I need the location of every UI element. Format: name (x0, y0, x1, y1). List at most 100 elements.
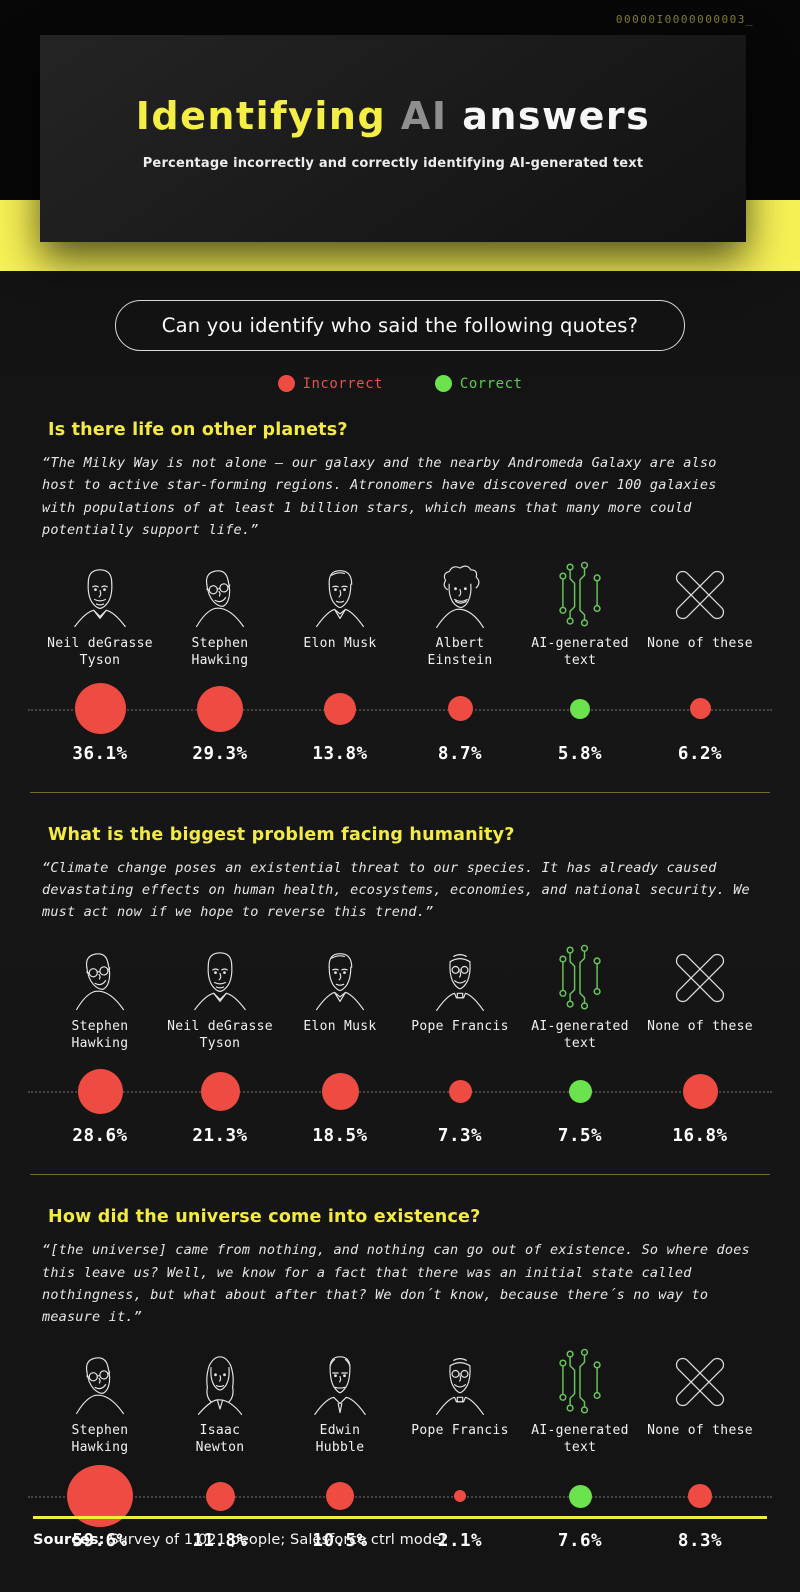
incorrect-bubble (74, 683, 126, 735)
option-neil-degrasse-tyson: Neil deGrasse Tyson (160, 938, 280, 1053)
incorrect-bubble (688, 1484, 712, 1509)
values-row: 59.6% 11.8% 10.5% 2.1% 7.6% 8.3% (40, 1527, 760, 1551)
percentage-value: 7.3% (437, 1126, 483, 1147)
incorrect-dot-icon (277, 375, 295, 392)
option-label: Pope Francis (411, 1423, 509, 1439)
main-content: Can you identify who said the following … (0, 300, 800, 1551)
option-label: None of these (647, 1423, 753, 1439)
option-pope-francis: Pope Francis (400, 1342, 520, 1457)
portrait-isaac-newton (184, 1342, 256, 1418)
percentage-value: 29.3% (192, 743, 248, 764)
portrait-stephen-hawking (64, 938, 136, 1014)
portrait-elon-musk (304, 555, 376, 631)
portrait-albert-einstein (424, 555, 496, 631)
options-row: Stephen Hawking Neil deGrasse Tyson Elon M… (40, 938, 760, 1053)
percentage-value: 21.3% (192, 1126, 248, 1147)
footer-divider (33, 1516, 767, 1519)
legend-correct-label: Correct (459, 375, 523, 392)
binary-decoration: 00000I0000000003_ (615, 13, 754, 26)
option-elon-musk: Elon Musk (280, 938, 400, 1053)
option-none-of-these: None of these (640, 1342, 760, 1457)
question-quote: “Climate change poses an existential thr… (42, 859, 750, 921)
question-heading: How did the universe come into existence… (48, 1207, 481, 1228)
dotted-axis-line (28, 1496, 772, 1499)
option-none-of-these: None of these (640, 938, 760, 1053)
percentage-value: 18.5% (312, 1126, 368, 1147)
question-heading: What is the biggest problem facing human… (48, 824, 515, 845)
option-label: None of these (647, 636, 753, 652)
option-label: Elon Musk (303, 636, 377, 652)
portrait-neil-degrasse-tyson (64, 555, 136, 631)
option-edwin-hubble: Edwin Hubble (280, 1342, 400, 1457)
question-section: Is there life on other planets? “The Mil… (0, 420, 800, 764)
percentage-value: 8.3% (677, 1531, 723, 1552)
option-label: Albert Einstein (427, 636, 493, 668)
sources-value: Survey of 1,021 people; Salesforce ctrl … (104, 1532, 446, 1548)
question-quote: “The Milky Way is not alone – our galaxy… (42, 455, 717, 538)
portrait-pope-francis (424, 938, 496, 1014)
correct-bubble (568, 1484, 592, 1508)
option-label: Pope Francis (411, 1018, 509, 1034)
portrait-edwin-hubble (304, 1342, 376, 1418)
sources-text: Sources: Survey of 1,021 people; Salesfo… (33, 1532, 767, 1548)
option-albert-einstein: Albert Einstein (400, 555, 520, 670)
option-stephen-hawking: Stephen Hawking (40, 938, 160, 1053)
dotted-axis-line (28, 708, 772, 711)
title-word-identifying: Identifying (135, 94, 387, 138)
bubble-row (28, 678, 772, 740)
incorrect-bubble (324, 692, 356, 725)
option-label: AI-generated text (531, 1423, 629, 1456)
question-sections: Is there life on other planets? “The Mil… (0, 420, 800, 1551)
sources-label: Sources: (33, 1532, 105, 1548)
option-label: Edwin Hubble (315, 1423, 365, 1456)
none-x-icon (664, 555, 736, 631)
percentage-value: 6.2% (677, 743, 723, 764)
legend: Incorrect Correct (0, 375, 800, 392)
option-label: Isaac Newton (195, 1423, 245, 1456)
option-label: None of these (647, 1018, 753, 1034)
page-title: Identifying AI answers (40, 97, 746, 135)
option-neil-degrasse-tyson: Neil deGrasse Tyson (40, 555, 160, 670)
percentage-value: 10.5% (312, 1531, 368, 1552)
ai-circuit-icon (544, 555, 616, 631)
option-isaac-newton: Isaac Newton (160, 1342, 280, 1457)
values-row: 28.6% 21.3% 18.5% 7.3% 7.5% 16.8% (40, 1122, 760, 1146)
correct-dot-icon (434, 375, 452, 392)
correct-bubble (570, 698, 590, 719)
percentage-value: 36.1% (72, 743, 128, 764)
question-quote: “[the universe] came from nothing, and n… (42, 1242, 750, 1326)
options-row: Neil deGrasse Tyson Stephen Hawking Elon M… (40, 555, 760, 670)
option-label: Neil deGrasse Tyson (167, 1018, 273, 1051)
title-word-answers: answers (462, 94, 651, 138)
incorrect-bubble (197, 685, 243, 732)
portrait-stephen-hawking (64, 1342, 136, 1418)
hero-header: 00000I0000000003_ Identifying AI answers… (0, 0, 800, 271)
option-label: AI-generated text (531, 1018, 629, 1051)
incorrect-bubble (448, 1079, 472, 1103)
percentage-value: 8.7% (437, 743, 483, 764)
ai-circuit-icon (544, 938, 616, 1014)
percentage-value: 16.8% (672, 1126, 728, 1147)
option-elon-musk: Elon Musk (280, 555, 400, 670)
ai-circuit-icon (544, 1342, 616, 1418)
incorrect-bubble (689, 698, 711, 720)
question-heading: Is there life on other planets? (48, 420, 348, 440)
portrait-stephen-hawking (184, 555, 256, 631)
option-ai-generated-text: AI-generated text (520, 1342, 640, 1457)
values-row: 36.1% 29.3% 13.8% 8.7% 5.8% 6.2% (40, 740, 760, 764)
option-none-of-these: None of these (640, 555, 760, 670)
question-section: What is the biggest problem facing human… (0, 824, 800, 1146)
legend-incorrect-label: Incorrect (302, 375, 383, 392)
incorrect-bubble (200, 1071, 240, 1111)
incorrect-bubble (77, 1068, 123, 1114)
none-x-icon (664, 938, 736, 1014)
title-word-ai: AI (400, 94, 448, 138)
percentage-value: 28.6% (72, 1126, 128, 1147)
header-card: Identifying AI answers Percentage incorr… (40, 35, 746, 242)
page-subtitle: Percentage incorrectly and correctly ide… (142, 156, 644, 171)
incorrect-bubble (454, 1490, 466, 1503)
incorrect-bubble (447, 696, 473, 722)
portrait-pope-francis (424, 1342, 496, 1418)
percentage-value: 11.8% (192, 1531, 248, 1552)
percentage-value: 7.5% (557, 1126, 603, 1147)
